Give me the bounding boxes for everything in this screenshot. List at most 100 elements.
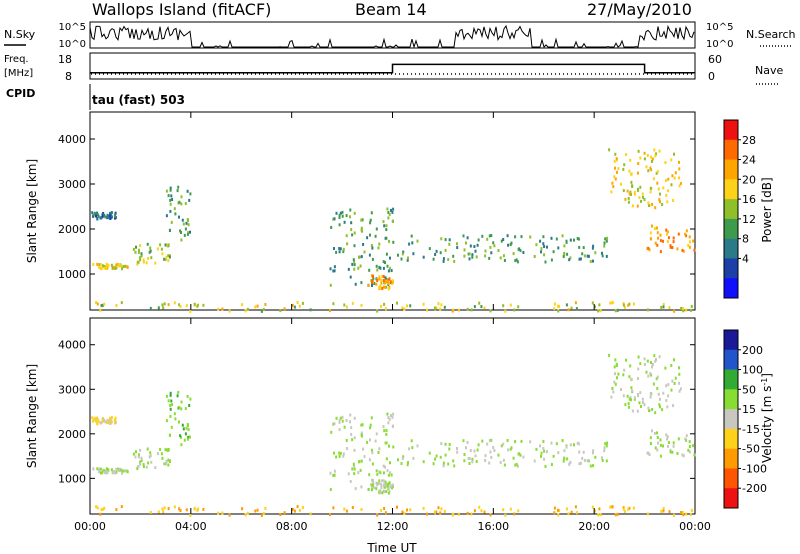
velocity-echo-cell: [390, 473, 393, 477]
power-colorbar: 28 24 20 16 12 8 4: [723, 119, 756, 299]
velocity-echo-cell: [390, 414, 392, 417]
velocity-echo-cell: [379, 471, 382, 475]
power-echo-cell: [137, 260, 140, 264]
power-echo-cell: [652, 177, 655, 181]
power-echo-cell: [529, 235, 532, 239]
velocity-echo-cell: [611, 387, 614, 390]
power-echo-cell: [342, 250, 345, 254]
velocity-echo-cell: [96, 467, 99, 471]
power-echo-cell: [378, 242, 381, 246]
power-echo-cell: [177, 185, 180, 189]
velocity-echo-cell: [333, 469, 336, 473]
velocity-echo-cell: [164, 448, 167, 452]
velocity-echo-cell: [475, 460, 478, 463]
velocity-echo-cell: [692, 444, 695, 448]
velocity-echo-cell: [483, 510, 486, 514]
power-echo-cell: [471, 253, 474, 257]
power-echo-cell: [110, 263, 113, 267]
power-echo-cell: [179, 305, 182, 308]
nave-tick-hi: 60: [708, 53, 722, 66]
velocity-echo-cell: [690, 508, 693, 512]
power-echo-cell: [653, 227, 656, 231]
power-echo-cell: [359, 264, 362, 268]
y-tick-label: 2000: [58, 428, 86, 441]
power-echo-cell: [662, 239, 664, 243]
velocity-echo-cell: [101, 507, 104, 511]
power-echo-cell: [659, 239, 662, 243]
power-echo-cell: [170, 194, 173, 198]
velocity-echo-cell: [173, 505, 176, 509]
power-echo-cell: [499, 256, 502, 260]
velocity-echo-cell: [145, 465, 148, 469]
power-echo-cell: [387, 282, 390, 285]
velocity-echo-cell: [561, 439, 564, 443]
velocity-panel: 1000 2000 3000 4000 00:00 04:00 08:00 12:00 16:…: [25, 317, 711, 533]
colorbar-tick-label: -15: [742, 423, 760, 436]
power-echo-cell: [656, 243, 659, 247]
velocity-echo-cell: [451, 513, 454, 517]
power-echo-cell: [103, 302, 106, 306]
power-echo-cell: [435, 306, 438, 310]
power-echo-cell: [246, 307, 249, 311]
velocity-echo-cell: [188, 404, 191, 407]
power-echo-cell: [579, 257, 582, 261]
velocity-echo-cell: [651, 408, 654, 411]
velocity-echo-cell: [156, 452, 159, 456]
power-echo-cell: [180, 231, 182, 234]
velocity-echo-cell: [338, 451, 341, 455]
velocity-echo-cell: [180, 443, 183, 447]
velocity-echo-cell: [101, 471, 104, 475]
velocity-echo-cell: [111, 470, 114, 474]
power-echo-cell: [651, 202, 654, 206]
power-echo-cell: [574, 301, 577, 305]
velocity-echo-cell: [502, 458, 505, 462]
velocity-echo-cell: [519, 453, 522, 457]
velocity-echo-cell: [241, 507, 244, 511]
velocity-echo-cell: [516, 464, 519, 468]
power-echo-cell: [684, 232, 687, 236]
power-echo-cell: [388, 212, 391, 216]
velocity-echo-cell: [333, 451, 335, 455]
power-echo-cell: [597, 309, 600, 313]
velocity-echo-cell: [354, 487, 357, 491]
velocity-echo-cell: [100, 508, 103, 512]
velocity-echo-cell: [115, 467, 118, 471]
velocity-colorbar-title: Velocity [m s-1]: [760, 373, 774, 463]
velocity-echo-cell: [397, 458, 399, 462]
power-echo-cell: [193, 302, 196, 306]
power-echo-cell: [562, 255, 565, 259]
power-echo-cell: [262, 308, 265, 312]
power-echo-cell: [338, 250, 341, 254]
velocity-echo-cell: [118, 467, 121, 471]
colorbar-cell: [724, 369, 738, 390]
velocity-echo-cell: [565, 445, 568, 449]
power-echo-cell: [178, 215, 180, 219]
power-x-axis: [89, 112, 696, 310]
power-echo-cell: [623, 163, 626, 167]
power-echo-cell: [124, 264, 127, 268]
velocity-echo-cell: [169, 404, 172, 407]
velocity-echo-cell: [677, 437, 680, 441]
velocity-echo-cell: [687, 448, 690, 452]
velocity-echo-cell: [648, 409, 650, 412]
velocity-echo-cell: [384, 511, 387, 515]
velocity-echo-cell: [347, 472, 350, 476]
power-echo-cell: [338, 216, 341, 219]
power-echo-cell: [333, 247, 335, 250]
colorbar-tick-label: 200: [742, 344, 763, 357]
velocity-echo-cell: [381, 491, 384, 495]
velocity-echo-cell: [382, 479, 385, 483]
power-echo-cell: [666, 230, 669, 234]
velocity-echo-cell: [646, 359, 649, 363]
power-echo-cell: [169, 209, 172, 213]
velocity-echo-cell: [673, 513, 676, 517]
velocity-echo-cell: [149, 510, 152, 514]
velocity-echo-cell: [613, 380, 616, 384]
power-echo-cell: [601, 251, 603, 255]
velocity-echo-cell: [380, 483, 383, 487]
velocity-echo-cell: [603, 449, 606, 453]
velocity-echo-cell: [121, 471, 123, 475]
velocity-echo-cell: [338, 418, 341, 422]
power-echo-cell: [448, 242, 451, 246]
power-echo-cell: [309, 308, 312, 312]
